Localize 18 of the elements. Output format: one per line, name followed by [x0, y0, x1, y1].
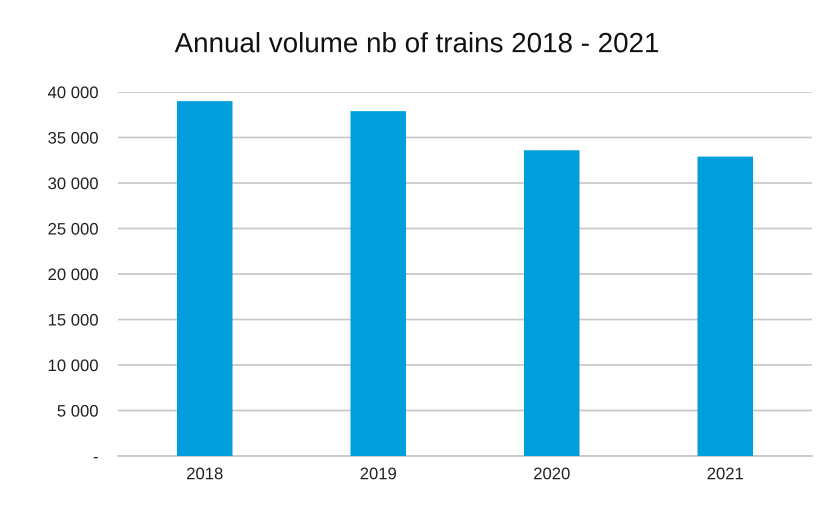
x-tick-label: 2021: [708, 468, 743, 480]
bar: [176, 101, 233, 456]
x-tick-label: 2020: [534, 468, 570, 480]
y-tick-label: -: [94, 456, 98, 458]
x-tick-label: 2018: [187, 468, 223, 480]
x-tick-label: 2019: [360, 468, 396, 480]
bar: [524, 150, 580, 456]
y-tick-label: 15 000: [48, 314, 98, 326]
y-tick-label: 25 000: [48, 222, 98, 235]
bar: [350, 111, 406, 456]
y-tick-label: 5 000: [58, 404, 98, 417]
y-tick-label: 30 000: [48, 177, 98, 190]
y-tick-label: 40 000: [48, 86, 98, 98]
y-tick-label: 20 000: [48, 268, 98, 280]
chart-title: Annual volume nb of trains 2018 - 2021: [174, 32, 658, 52]
y-tick-label: 10 000: [48, 359, 98, 372]
y-tick-label: 35 000: [48, 132, 98, 144]
bar: [697, 156, 754, 456]
